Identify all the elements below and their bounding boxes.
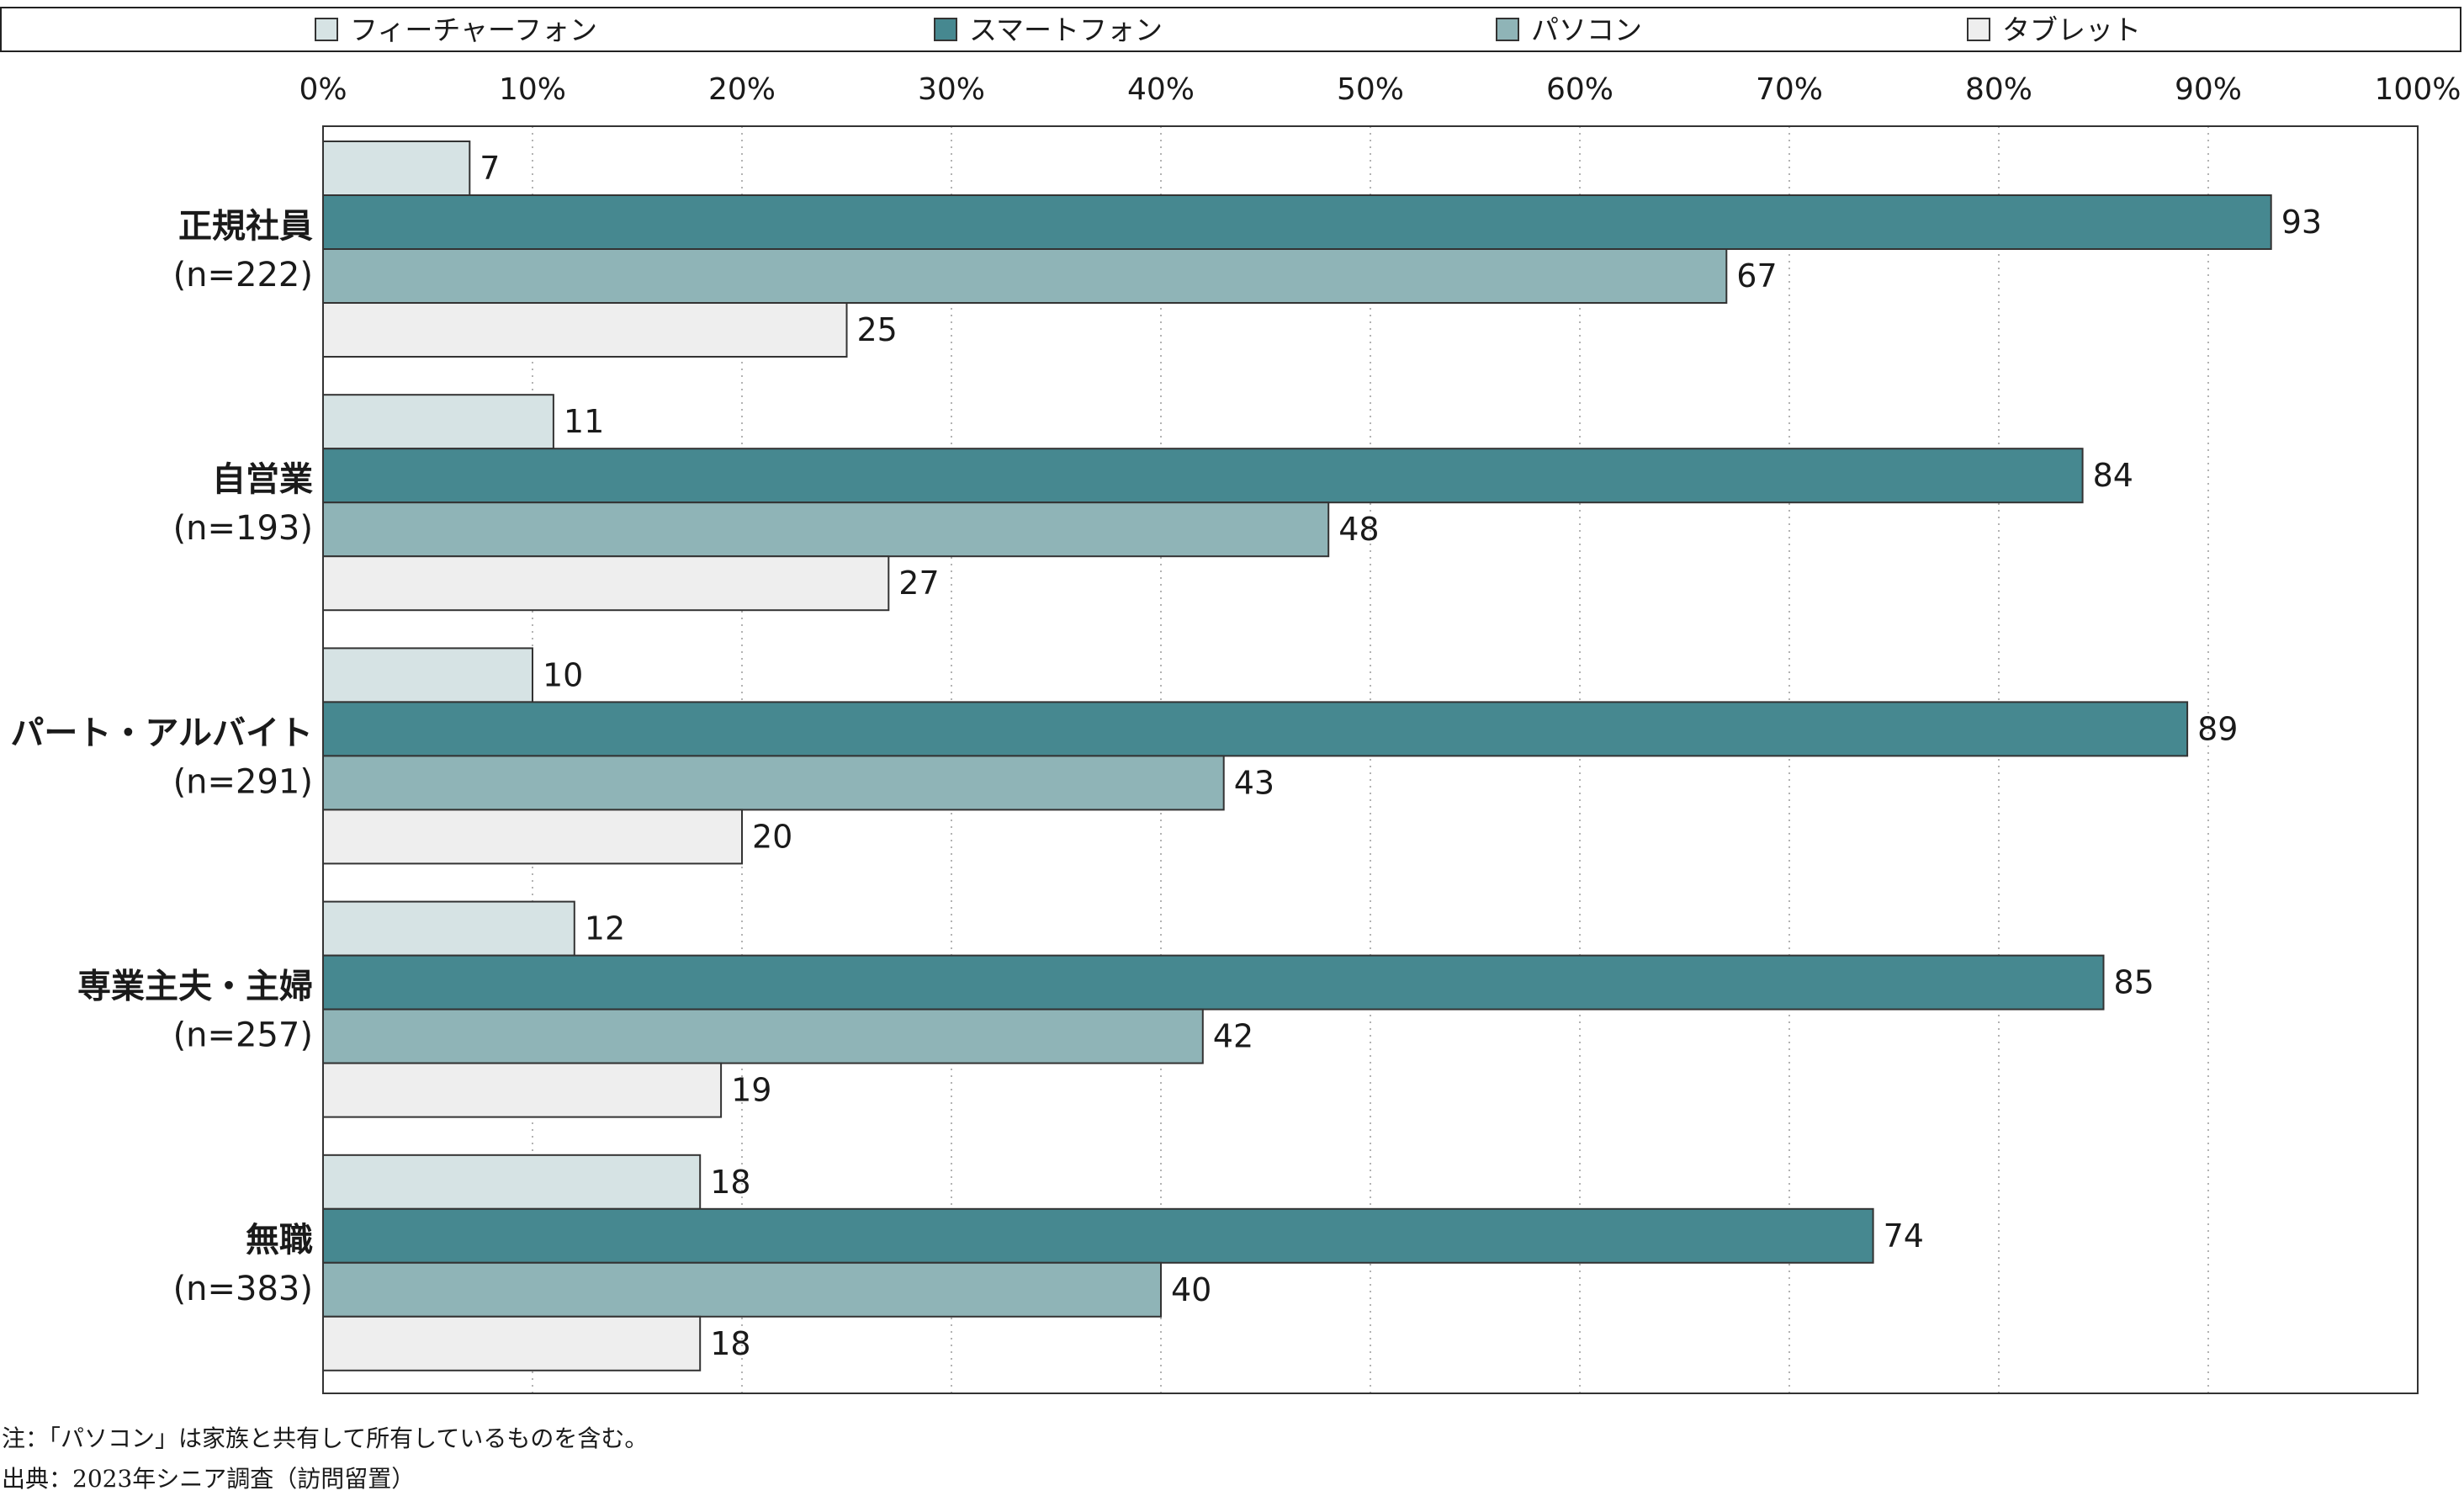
value-label: 48 — [1338, 511, 1379, 548]
value-label: 93 — [2281, 204, 2322, 241]
chart-note: 注：「パソコン」は家族と共有して所有しているものを含む。 — [2, 1424, 649, 1452]
bar — [322, 448, 2084, 504]
bar — [322, 1261, 1162, 1318]
legend-item: パソコン — [1496, 8, 1642, 50]
category-n-label: (n=222) — [173, 256, 313, 294]
x-tick-label: 100% — [2375, 72, 2461, 107]
x-tick-label: 70% — [1756, 72, 1823, 107]
legend-item: タブレット — [1967, 8, 2141, 50]
bar — [322, 555, 890, 612]
bar — [322, 302, 848, 358]
bar-chart: 0% 10% 20% 30% 40% 50% 60% 70% 80% 90% 100% 7 93 67 25… — [10, 72, 2461, 1394]
value-label: 43 — [1234, 764, 1274, 801]
chart-legend: フィーチャーフォン スマートフォン パソコン タブレット — [0, 7, 2461, 52]
value-label: 74 — [1884, 1217, 1924, 1255]
category-label: 専業主夫・主婦 — [77, 968, 313, 1006]
legend-swatch — [315, 18, 338, 41]
category-n-label: (n=193) — [173, 509, 313, 548]
bar — [322, 954, 2105, 1011]
bar — [322, 701, 2189, 757]
legend-label: パソコン — [1531, 13, 1642, 46]
legend-label: スマートフォン — [969, 13, 1163, 46]
bar — [322, 141, 471, 196]
value-label: 18 — [710, 1325, 750, 1362]
x-tick-label: 40% — [1127, 72, 1195, 107]
bar — [322, 900, 575, 957]
bar — [322, 1207, 1874, 1264]
value-label: 25 — [857, 311, 898, 348]
x-tick-label: 80% — [1965, 72, 2032, 107]
category-n-label: (n=257) — [173, 1016, 313, 1055]
bar — [322, 1008, 1204, 1064]
legend-swatch — [1967, 18, 1990, 41]
value-label: 18 — [710, 1164, 750, 1201]
bar — [322, 194, 2272, 250]
bar — [322, 1315, 702, 1371]
legend-item: スマートフォン — [934, 8, 1163, 50]
category-label: 自営業 — [212, 460, 313, 499]
x-tick-label: 20% — [708, 72, 776, 107]
x-tick-label: 0% — [299, 72, 347, 107]
value-label: 67 — [1736, 257, 1777, 294]
category-n-label: (n=291) — [173, 762, 313, 801]
bar — [322, 1154, 702, 1210]
x-tick-label: 90% — [2175, 72, 2242, 107]
legend-swatch — [934, 18, 957, 41]
bar — [322, 501, 1330, 558]
legend-item: フィーチャーフォン — [315, 8, 597, 50]
value-label: 40 — [1171, 1271, 1211, 1308]
value-label: 11 — [564, 403, 604, 440]
value-label: 84 — [2093, 457, 2133, 494]
value-label: 7 — [480, 150, 500, 187]
value-label: 42 — [1213, 1018, 1253, 1055]
value-label: 20 — [752, 818, 792, 855]
x-tick-label: 10% — [499, 72, 566, 107]
value-label: 19 — [731, 1072, 771, 1109]
category-n-label: (n=383) — [173, 1270, 313, 1308]
value-label: 27 — [898, 565, 939, 602]
bar — [322, 647, 533, 703]
x-tick-label: 30% — [918, 72, 985, 107]
legend-swatch — [1496, 18, 1519, 41]
bar — [322, 755, 1225, 811]
x-tick-label: 50% — [1337, 72, 1404, 107]
bar — [322, 1062, 723, 1118]
bar — [322, 394, 554, 450]
value-label: 89 — [2197, 710, 2238, 747]
category-label: 正規社員 — [178, 207, 313, 246]
value-label: 10 — [543, 656, 583, 693]
legend-label: タブレット — [2002, 13, 2141, 46]
bar — [322, 248, 1728, 304]
value-label: 85 — [2114, 964, 2154, 1001]
category-label: 無職 — [246, 1221, 313, 1260]
bar — [322, 809, 743, 865]
value-label: 12 — [585, 910, 625, 947]
category-label: パート・アルバイト — [10, 714, 313, 752]
chart-source: 出典：2023年シニア調査（訪問留置） — [2, 1465, 416, 1493]
plot-frame — [322, 125, 2419, 1394]
x-tick-label: 60% — [1546, 72, 1614, 107]
legend-label: フィーチャーフォン — [350, 13, 598, 46]
